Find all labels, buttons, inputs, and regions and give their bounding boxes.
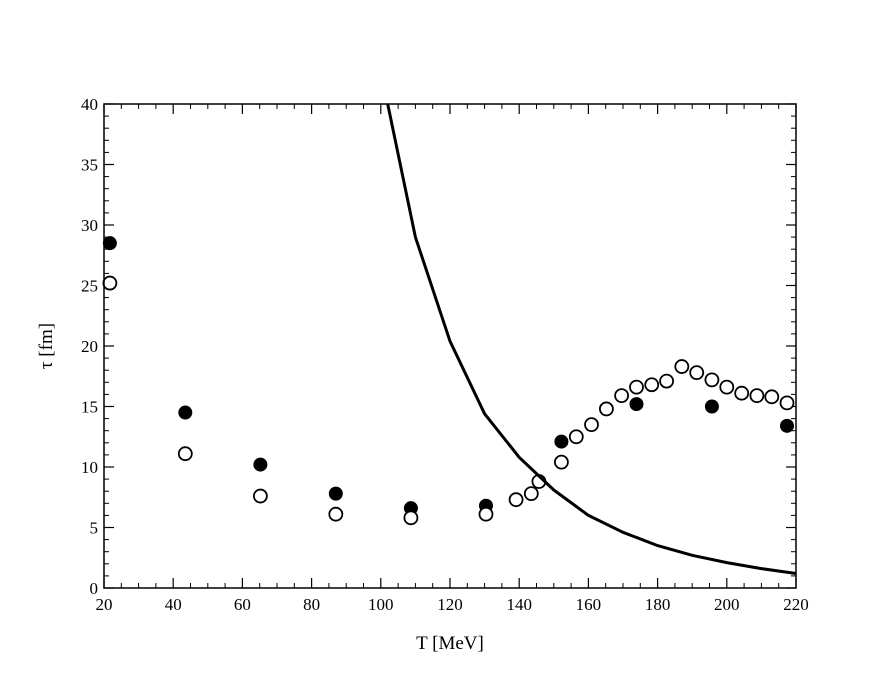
y-tick-label: 40	[81, 95, 98, 114]
x-tick-label: 80	[303, 595, 320, 614]
filled-data-point	[328, 486, 343, 501]
filled-data-point	[554, 434, 569, 449]
tick-labels: 20 40 60 80 100 120 140 160 180 200 220 0 5 10 15 20 25 3…	[81, 95, 809, 614]
x-axis-label: T [MeV]	[416, 633, 484, 654]
y-tick-label: 35	[81, 156, 98, 175]
y-tick-label: 15	[81, 398, 98, 417]
open-data-point	[644, 377, 660, 393]
open-data-point	[719, 379, 735, 395]
y-tick-label: 20	[81, 337, 98, 356]
open-data-point	[734, 385, 750, 401]
y-tick-label: 0	[90, 579, 99, 598]
open-data-point	[689, 365, 705, 381]
open-data-point	[102, 275, 118, 291]
minor-ticks	[104, 104, 796, 588]
x-tick-label: 140	[506, 595, 532, 614]
open-data-point	[598, 401, 614, 417]
open-data-point	[554, 454, 569, 470]
open-data-point	[568, 429, 584, 445]
filled-data-point	[253, 457, 268, 472]
x-tick-label: 120	[437, 595, 463, 614]
x-tick-label: 60	[234, 595, 251, 614]
plot-frame	[103, 103, 797, 589]
open-data-point	[779, 395, 795, 411]
open-data-point	[508, 492, 524, 508]
open-data-point	[614, 388, 630, 404]
y-tick-label: 10	[81, 458, 98, 477]
y-tick-label: 5	[90, 519, 99, 538]
open-data-point	[674, 359, 690, 374]
open-data-point	[252, 488, 268, 504]
x-tick-label: 200	[714, 595, 740, 614]
x-tick-label: 180	[645, 595, 671, 614]
series-layer	[102, 103, 797, 575]
filled-data-point	[704, 399, 719, 414]
y-tick-label: 25	[81, 277, 98, 296]
open-data-point	[629, 379, 644, 395]
model-curve	[386, 103, 797, 575]
x-tick-label: 40	[165, 595, 182, 614]
x-tick-label: 220	[783, 595, 809, 614]
open-data-point	[659, 373, 674, 389]
x-tick-label: 20	[96, 595, 113, 614]
filled-data-point	[178, 405, 193, 420]
open-data-point	[523, 486, 539, 502]
filled-data-point	[780, 418, 795, 433]
major-ticks	[103, 103, 797, 589]
open-data-point	[749, 388, 765, 404]
y-tick-label: 30	[81, 216, 98, 235]
filled-data-point	[629, 397, 644, 412]
x-tick-label: 160	[576, 595, 602, 614]
open-data-point	[403, 510, 419, 526]
open-data-point	[584, 417, 599, 433]
open-data-point	[704, 372, 720, 388]
open-data-point	[328, 506, 344, 522]
open-data-point	[478, 506, 494, 522]
x-tick-label: 100	[368, 595, 394, 614]
filled-data-point	[102, 236, 117, 251]
open-data-point	[764, 389, 780, 405]
y-axis-label: τ [fm]	[36, 323, 57, 369]
open-data-point	[177, 446, 193, 462]
